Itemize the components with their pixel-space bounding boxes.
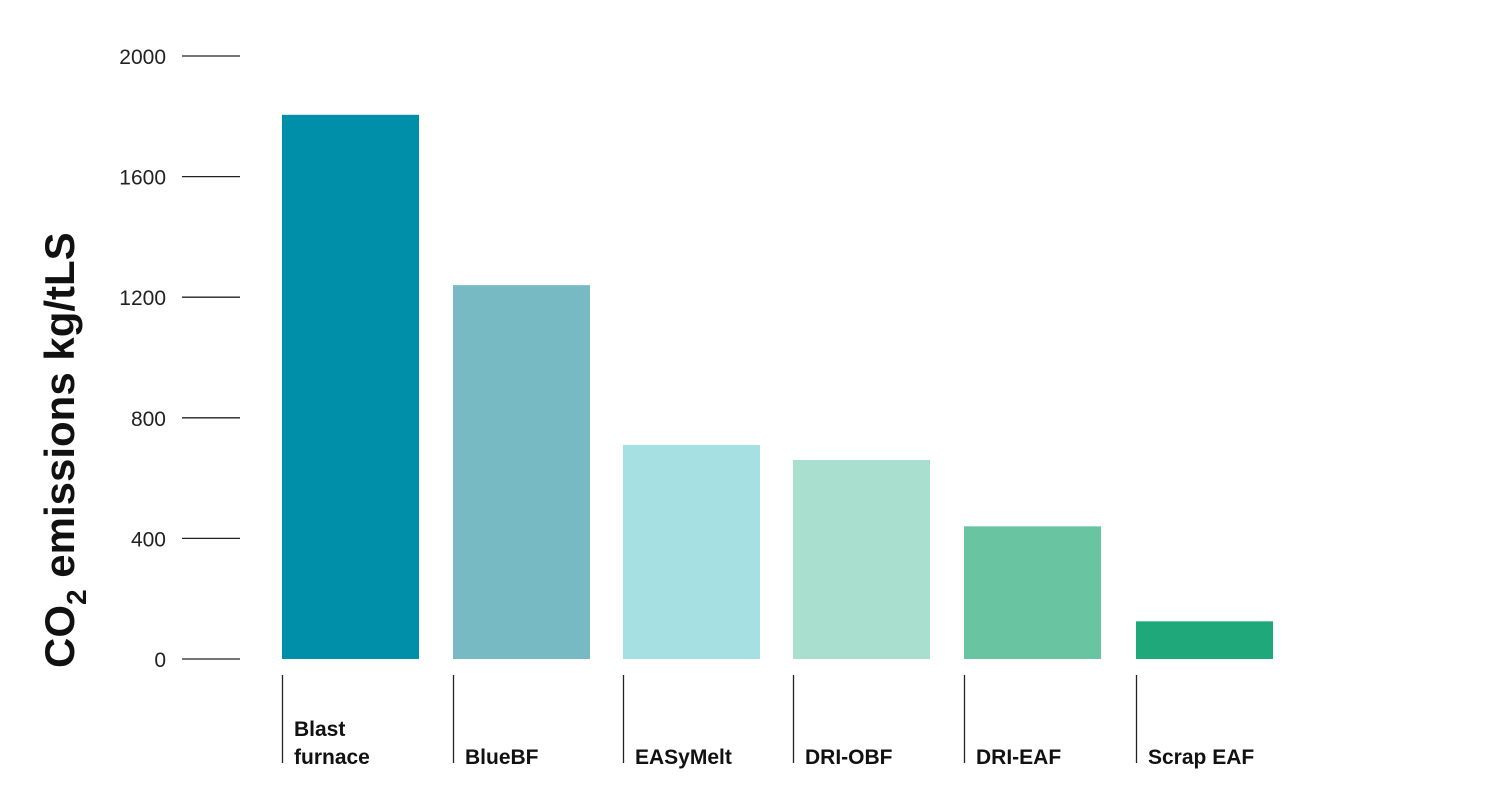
category-label-line: BlueBF: [465, 746, 539, 769]
bar: [453, 285, 590, 659]
category-label-line: EASyMelt: [635, 746, 732, 769]
y-axis: 0 400 800 1200 1600 2000: [119, 46, 240, 672]
y-tick-label: 400: [131, 528, 166, 551]
category-label: DRI-EAF: [976, 746, 1061, 769]
bar: [1136, 621, 1273, 659]
y-tick-label: 1600: [119, 167, 166, 190]
y-tick-label: 1200: [119, 287, 166, 310]
category-label: EASyMelt: [635, 746, 732, 769]
category-label-line: Blast: [294, 718, 345, 741]
y-tick-label: 2000: [119, 46, 166, 69]
x-axis: Blast furnace BlueBF EASyMelt DRI-OBF DRI-EAF…: [281, 675, 1254, 769]
category-label: Blast furnace: [294, 718, 370, 769]
category-label: Scrap EAF: [1148, 746, 1254, 769]
y-tick-label: 0: [154, 649, 166, 672]
y-axis-label-rest: emissions kg/tLS: [36, 232, 83, 589]
y-tick-label: 800: [131, 408, 166, 431]
bar: [623, 444, 760, 659]
bar: [964, 526, 1101, 659]
category-label-line: furnace: [294, 746, 370, 769]
y-axis-label-subscript: 2: [61, 589, 92, 605]
bar: [282, 114, 419, 660]
bar: [793, 460, 930, 659]
category-label-line: DRI-EAF: [976, 746, 1061, 769]
category-label-line: DRI-OBF: [805, 746, 893, 769]
category-label-line: Scrap EAF: [1148, 746, 1254, 769]
y-axis-label-co: CO: [36, 605, 83, 668]
bars: [282, 114, 1273, 660]
category-label: DRI-OBF: [805, 746, 893, 769]
category-label: BlueBF: [465, 746, 539, 769]
y-axis-label: CO2 emissions kg/tLS: [36, 232, 92, 668]
